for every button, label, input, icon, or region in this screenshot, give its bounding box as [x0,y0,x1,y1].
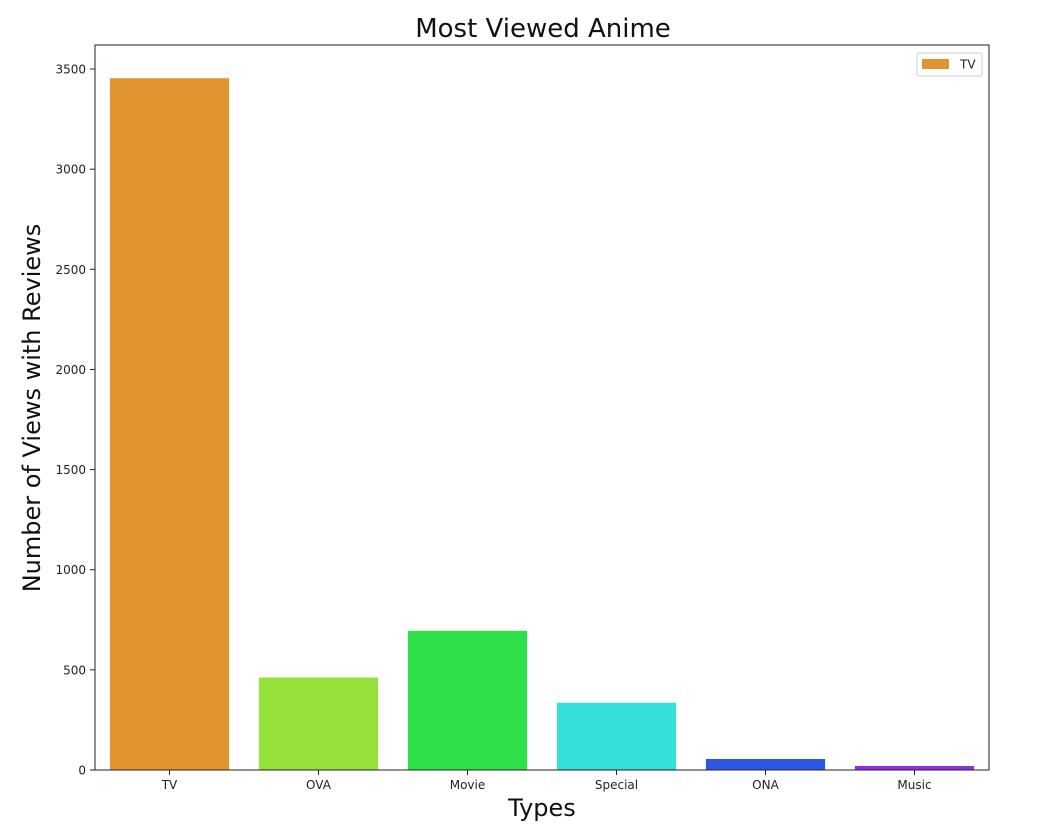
y-tick-label: 2500 [55,263,86,277]
y-tick-label: 0 [78,764,86,778]
y-tick-label: 2000 [55,363,86,377]
x-tick-label: OVA [306,778,332,792]
plot-area-frame [94,44,990,771]
bar-ova [258,677,379,770]
legend-swatch [922,59,949,69]
legend-label: TV [959,58,976,72]
bar-music [854,765,975,770]
y-tick-label: 500 [63,663,86,677]
x-axis-ticks: TV OVA Movie Special ONA Music [161,770,932,792]
x-axis-label: Types [507,794,576,822]
bar-tv [109,78,230,771]
x-tick-label: TV [161,778,178,792]
bar-special [556,702,677,770]
x-tick-label: Music [897,778,931,792]
x-tick-label: Movie [450,778,486,792]
legend-box [916,52,983,77]
y-tick-label: 1500 [55,463,86,477]
y-tick-label: 1000 [55,563,86,577]
chart-title: Most Viewed Anime [415,14,671,44]
y-axis-label: Number of Views with Reviews [18,224,46,593]
y-axis-ticks: 0 500 1000 1500 2000 2500 3000 3500 [55,63,95,778]
bar-movie [407,630,528,770]
y-tick-label: 3000 [55,163,86,177]
y-tick-label: 3500 [55,63,86,77]
x-tick-label: Special [595,778,638,792]
bar-ona [705,758,826,770]
legend: TV [916,52,983,77]
x-tick-label: ONA [752,778,779,792]
bars-group [109,78,975,771]
